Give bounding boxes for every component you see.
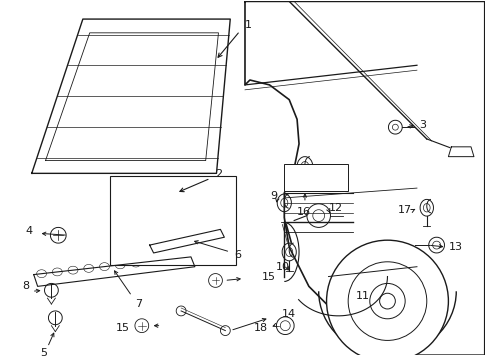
Text: 2: 2 [214,169,222,179]
Polygon shape [34,257,195,286]
Polygon shape [447,147,473,157]
Text: 12: 12 [328,203,342,213]
Text: 16: 16 [296,207,310,217]
Bar [110,176,236,265]
Text: 14: 14 [281,309,295,319]
Text: 15: 15 [261,271,275,282]
Text: 6: 6 [234,250,241,260]
Bar [284,163,347,191]
Circle shape [379,293,394,309]
Polygon shape [149,229,224,253]
Text: 9: 9 [270,191,277,201]
Polygon shape [45,33,218,161]
Text: 17: 17 [397,205,411,215]
Text: 10: 10 [276,262,290,272]
Polygon shape [244,1,484,355]
Text: 3: 3 [418,120,425,130]
Text: 18: 18 [253,323,267,333]
Polygon shape [32,19,230,174]
Text: 8: 8 [22,282,29,291]
Text: 4: 4 [25,226,32,236]
Circle shape [369,283,405,319]
Text: 7: 7 [135,299,142,309]
Text: 13: 13 [447,242,462,252]
Circle shape [347,262,426,341]
Circle shape [326,240,447,360]
Text: 15: 15 [116,323,130,333]
Text: 5: 5 [40,348,47,358]
Text: 11: 11 [355,291,369,301]
Text: 1: 1 [244,20,251,30]
